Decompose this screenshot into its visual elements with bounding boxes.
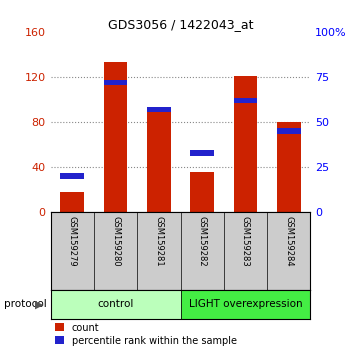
- Bar: [190, 172, 214, 212]
- Title: GDS3056 / 1422043_at: GDS3056 / 1422043_at: [108, 18, 253, 31]
- Legend: count, percentile rank within the sample: count, percentile rank within the sample: [55, 323, 237, 346]
- Text: GSM159282: GSM159282: [198, 216, 206, 267]
- Bar: [60, 192, 84, 212]
- Text: GSM159280: GSM159280: [111, 216, 120, 267]
- Bar: [104, 62, 127, 212]
- Text: GSM159284: GSM159284: [284, 216, 293, 267]
- Text: LIGHT overexpression: LIGHT overexpression: [189, 299, 302, 309]
- Text: GSM159283: GSM159283: [241, 216, 250, 267]
- Text: ▶: ▶: [35, 299, 44, 309]
- Bar: [51, 290, 180, 319]
- Text: GSM159281: GSM159281: [155, 216, 163, 267]
- Bar: [147, 110, 171, 212]
- Bar: [60, 173, 84, 179]
- Text: protocol: protocol: [4, 299, 46, 309]
- Bar: [234, 98, 257, 103]
- Bar: [277, 129, 301, 134]
- Bar: [180, 290, 310, 319]
- Text: GSM159279: GSM159279: [68, 216, 77, 267]
- Bar: [277, 122, 301, 212]
- Text: control: control: [97, 299, 134, 309]
- Bar: [234, 76, 257, 212]
- Bar: [190, 150, 214, 156]
- Bar: [147, 107, 171, 112]
- Bar: [104, 80, 127, 85]
